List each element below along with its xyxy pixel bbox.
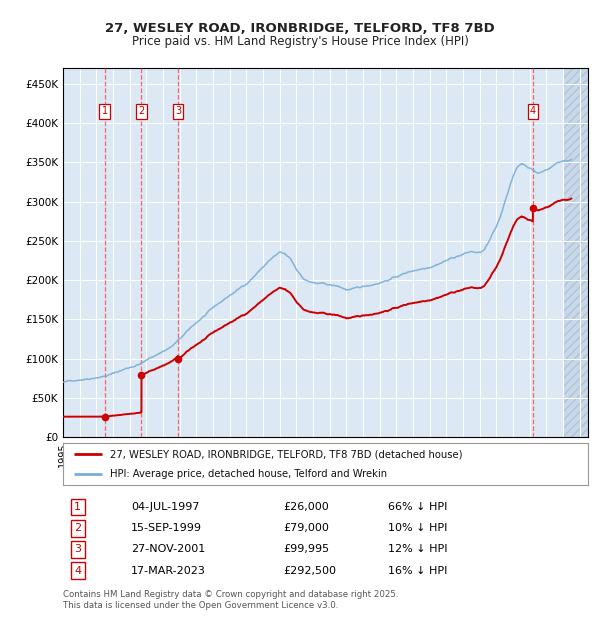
Text: 3: 3	[175, 107, 181, 117]
Text: £292,500: £292,500	[284, 565, 337, 575]
Text: 66% ↓ HPI: 66% ↓ HPI	[389, 502, 448, 512]
Text: 27, WESLEY ROAD, IRONBRIDGE, TELFORD, TF8 7BD: 27, WESLEY ROAD, IRONBRIDGE, TELFORD, TF…	[105, 22, 495, 35]
Text: £79,000: £79,000	[284, 523, 329, 533]
Text: 1: 1	[74, 502, 81, 512]
Text: 4: 4	[530, 107, 536, 117]
Text: 1: 1	[101, 107, 108, 117]
Text: 2: 2	[139, 107, 145, 117]
Text: 3: 3	[74, 544, 81, 554]
Text: 17-MAR-2023: 17-MAR-2023	[131, 565, 206, 575]
Text: 27-NOV-2001: 27-NOV-2001	[131, 544, 205, 554]
Text: 12% ↓ HPI: 12% ↓ HPI	[389, 544, 448, 554]
Text: 15-SEP-1999: 15-SEP-1999	[131, 523, 202, 533]
Text: Contains HM Land Registry data © Crown copyright and database right 2025.
This d: Contains HM Land Registry data © Crown c…	[63, 590, 398, 609]
Text: HPI: Average price, detached house, Telford and Wrekin: HPI: Average price, detached house, Telf…	[110, 469, 388, 479]
Text: 2: 2	[74, 523, 81, 533]
Text: 4: 4	[74, 565, 81, 575]
Text: 10% ↓ HPI: 10% ↓ HPI	[389, 523, 448, 533]
Text: £26,000: £26,000	[284, 502, 329, 512]
Text: 04-JUL-1997: 04-JUL-1997	[131, 502, 200, 512]
Text: Price paid vs. HM Land Registry's House Price Index (HPI): Price paid vs. HM Land Registry's House …	[131, 35, 469, 48]
Bar	[563, 68, 588, 437]
Bar	[563, 68, 588, 437]
Text: 16% ↓ HPI: 16% ↓ HPI	[389, 565, 448, 575]
Text: 27, WESLEY ROAD, IRONBRIDGE, TELFORD, TF8 7BD (detached house): 27, WESLEY ROAD, IRONBRIDGE, TELFORD, TF…	[110, 449, 463, 459]
Text: £99,995: £99,995	[284, 544, 329, 554]
